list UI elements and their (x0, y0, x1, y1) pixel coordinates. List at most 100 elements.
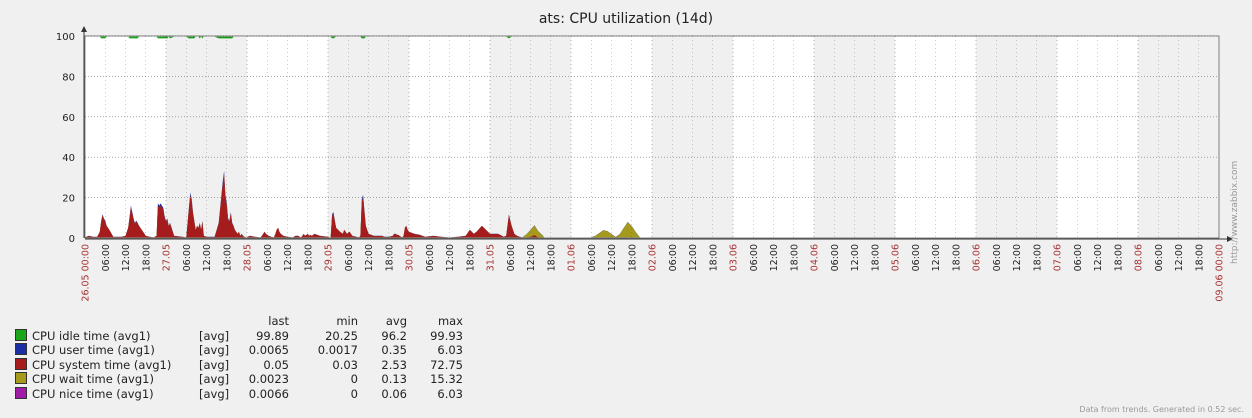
x-tick-label: 06:00 (425, 244, 436, 271)
x-tick-label: 06:00 (344, 244, 355, 271)
y-tick-label: 100 (56, 32, 75, 43)
x-tick-label: 01.06 (567, 244, 578, 271)
x-tick-label: 04.06 (810, 244, 821, 271)
x-tick-label: 18:00 (141, 244, 152, 271)
x-tick-label: 07.06 (1053, 244, 1064, 271)
legend-header-row: last min avg max (15, 314, 463, 329)
legend-max-value: 6.03 (437, 386, 463, 401)
x-tick-label: 06:00 (506, 244, 517, 271)
x-tick-label: 12:00 (607, 244, 618, 271)
x-tick-label: 18:00 (1194, 244, 1205, 271)
x-tick-label: 06:00 (911, 244, 922, 271)
chart-title: ats: CPU utilization (14d) (539, 11, 713, 27)
x-tick-label: 30.05 (405, 244, 416, 271)
generation-footer: Data from trends. Generated in 0.52 sec. (1079, 405, 1244, 414)
x-tick-label: 12:00 (445, 244, 456, 271)
x-tick-label: 06:00 (749, 244, 760, 271)
legend-row: CPU system time (avg1) [avg] 0.05 0.03 2.53 7… (15, 357, 463, 373)
x-axis-arrow (1227, 236, 1233, 242)
x-tick-label: 03.06 (729, 244, 740, 271)
day-band (1138, 37, 1219, 238)
system-time-area (85, 175, 1110, 238)
legend-header-max: max (437, 314, 463, 329)
day-band (328, 37, 409, 238)
x-tick-label: 18:00 (951, 244, 962, 271)
legend-header-min: min (336, 314, 358, 329)
legend-swatch (15, 343, 27, 356)
legend-header-avg: avg (385, 314, 407, 329)
x-tick-label: 12:00 (931, 244, 942, 271)
x-tick-label: 12:00 (121, 244, 132, 271)
x-tick-label: 18:00 (1032, 244, 1043, 271)
legend-swatch (15, 386, 27, 399)
legend-header-last: last (268, 314, 289, 329)
x-tick-label: 12:00 (1012, 244, 1023, 271)
idle-time-area (85, 36, 1110, 39)
legend-min-value: 0 (350, 372, 358, 387)
x-tick-label: 12:00 (688, 244, 699, 271)
x-tick-label: 26.05 00:00 (81, 244, 92, 302)
day-band (976, 37, 1057, 238)
legend-max-value: 72.75 (430, 357, 463, 372)
legend-last-value: 0.0023 (248, 372, 289, 387)
x-tick-label: 18:00 (627, 244, 638, 271)
x-tick-label: 28.05 (243, 244, 254, 271)
y-tick-label: 20 (62, 194, 75, 205)
x-tick-label: 06:00 (668, 244, 679, 271)
x-tick-label: 06:00 (1154, 244, 1165, 271)
legend-aggregation: [avg] (199, 386, 230, 401)
legend-series-label: CPU user time (avg1) (32, 343, 155, 358)
x-tick-label: 06:00 (101, 244, 112, 271)
legend-swatch (15, 357, 27, 370)
legend-row: CPU wait time (avg1) [avg] 0.0023 0 0.13 15.3… (15, 372, 463, 387)
x-tick-label: 29.05 (324, 244, 335, 271)
x-tick-label: 12:00 (202, 244, 213, 271)
legend-avg-value: 0.13 (381, 372, 407, 387)
x-tick-label: 06:00 (1073, 244, 1084, 271)
x-tick-label: 31.05 (486, 244, 497, 271)
legend-aggregation: [avg] (199, 343, 230, 358)
legend-table: last min avg max CPU idle time (avg1) [av… (15, 314, 463, 401)
x-tick-label: 12:00 (1093, 244, 1104, 271)
x-tick-label: 12:00 (526, 244, 537, 271)
x-tick-label: 06.06 (972, 244, 983, 271)
x-tick-label: 12:00 (850, 244, 861, 271)
plot-frame (84, 35, 1220, 239)
series-areas (85, 36, 1219, 238)
legend-swatch (15, 372, 27, 385)
x-tick-label: 09.06 00:00 (1215, 244, 1226, 302)
legend-row: CPU user time (avg1) [avg] 0.0065 0.0017 0.3… (15, 343, 463, 358)
x-tick-label: 18:00 (708, 244, 719, 271)
x-tick-label: 02.06 (648, 244, 659, 271)
legend-series-name: CPU nice time (avg1) (15, 386, 199, 402)
x-tick-label: 12:00 (1174, 244, 1185, 271)
legend-min-value: 0 (350, 386, 358, 401)
zabbix-url: http://www.zabbix.com (1230, 160, 1240, 264)
x-tick-label: 18:00 (546, 244, 557, 271)
y-axis-arrow (81, 26, 87, 32)
legend-min-value: 20.25 (325, 328, 358, 343)
y-tick-label: 0 (69, 234, 75, 245)
legend-series-name: CPU user time (avg1) (15, 343, 199, 358)
legend-last-value: 99.89 (256, 328, 289, 343)
x-tick-label: 18:00 (1113, 244, 1124, 271)
legend-last-value: 0.05 (263, 357, 289, 372)
legend-max-value: 6.03 (437, 343, 463, 358)
legend-min-value: 0.03 (332, 357, 358, 372)
grid-lines (84, 35, 1220, 239)
x-tick-label: 18:00 (870, 244, 881, 271)
legend-series-name: CPU wait time (avg1) (15, 372, 199, 387)
legend-avg-value: 96.2 (381, 328, 407, 343)
legend-series-label: CPU idle time (avg1) (32, 328, 151, 343)
x-tick-label: 18:00 (303, 244, 314, 271)
day-band (490, 37, 571, 238)
legend-last-value: 0.0065 (248, 343, 289, 358)
day-band (814, 37, 895, 238)
legend-series-name: CPU system time (avg1) (15, 357, 199, 373)
legend-swatch (15, 328, 27, 341)
legend-max-value: 15.32 (430, 372, 463, 387)
x-tick-label: 06:00 (830, 244, 841, 271)
day-band (166, 37, 247, 238)
x-tick-label: 27.05 (162, 244, 173, 271)
